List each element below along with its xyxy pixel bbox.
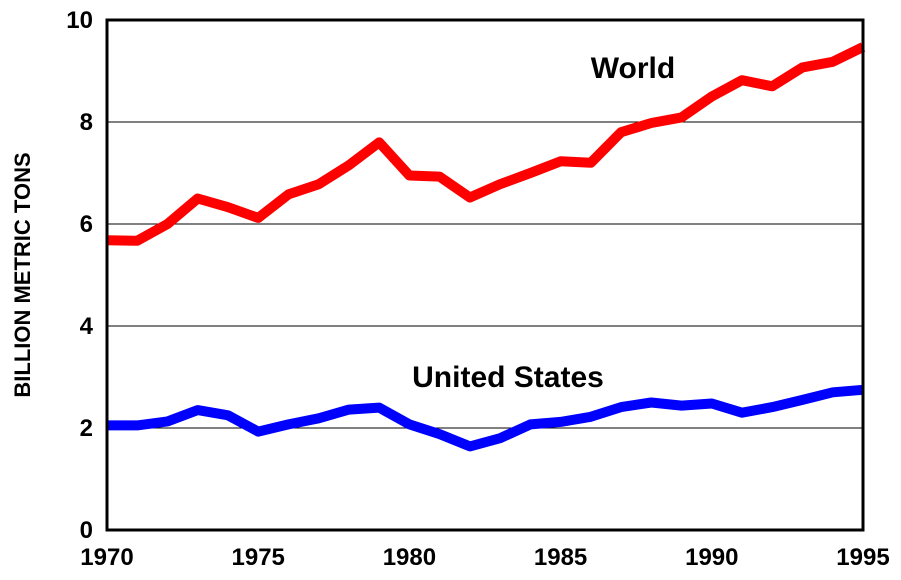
y-tick-labels: 0 2 4 6 8 10	[66, 7, 93, 544]
series-label-united-states: United States	[412, 361, 604, 394]
plot-frame	[105, 18, 865, 532]
x-tick-label: 1980	[383, 544, 436, 571]
x-tick-label: 1990	[685, 544, 738, 571]
y-tick-label: 8	[80, 109, 93, 136]
y-tick-label: 2	[80, 415, 93, 442]
y-tick-label: 10	[66, 7, 93, 34]
y-tick-label: 4	[80, 313, 94, 340]
y-axis-label: BILLION METRIC TONS	[10, 152, 35, 397]
series-labels: World United States	[412, 52, 675, 394]
x-tick-label: 1995	[836, 544, 889, 571]
x-tick-label: 1975	[232, 544, 285, 571]
series-label-world: World	[591, 52, 675, 85]
x-tick-labels: 1970 1975 1980 1985 1990 1995	[80, 544, 889, 571]
series-line-world	[106, 42, 866, 246]
gridlines	[107, 121, 863, 429]
x-tick-label: 1985	[534, 544, 587, 571]
x-tick-label: 1970	[80, 544, 133, 571]
y-tick-label: 6	[80, 211, 93, 238]
series-line-united-states	[107, 384, 864, 452]
y-tick-label: 0	[80, 517, 93, 544]
series-lines	[106, 42, 866, 452]
